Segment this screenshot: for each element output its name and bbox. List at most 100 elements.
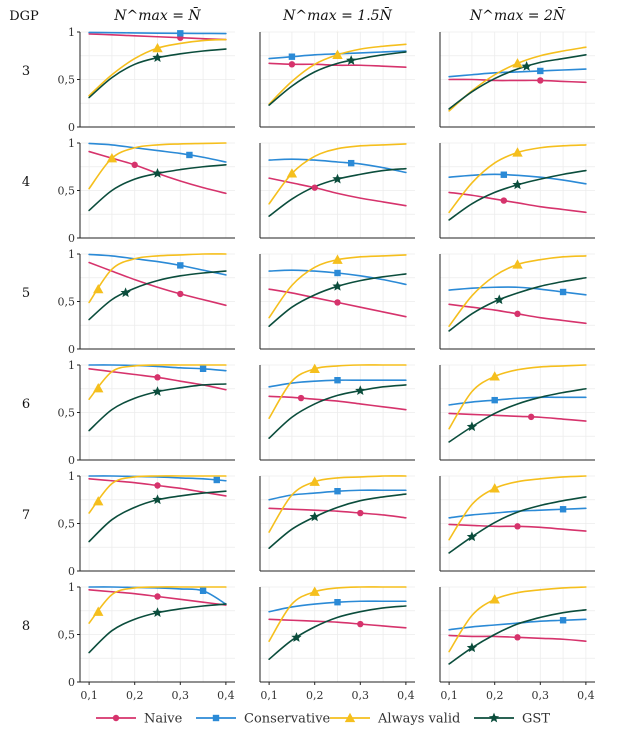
circle-marker: [177, 290, 184, 298]
y-tick-label: 0: [68, 232, 75, 245]
circle-marker: [514, 310, 521, 318]
panel-7-3: [439, 475, 595, 572]
triangle-marker: [93, 496, 104, 506]
x-tick-label: 0,4: [577, 689, 595, 702]
square-marker: [199, 365, 207, 372]
data-point-conservative: [199, 587, 207, 594]
row-label: 6: [22, 397, 30, 412]
series-line-naive: [448, 78, 587, 84]
row-label: 5: [22, 286, 30, 301]
data-point-naive: [288, 61, 296, 68]
panel-5-3: [439, 253, 595, 350]
x-tick-label: 0,4: [397, 689, 415, 702]
row-label: 8: [22, 619, 30, 634]
data-point-conservative: [199, 365, 207, 372]
x-tick-label: 0,3: [532, 689, 550, 702]
data-point-gst: [152, 494, 163, 505]
data-point-always-valid: [152, 42, 163, 53]
x-tick-label: 0,2: [486, 689, 504, 702]
series-line-always-valid: [268, 475, 407, 533]
circle-marker: [154, 374, 161, 381]
y-tick-label: 0: [68, 676, 75, 689]
data-point-gst: [466, 531, 478, 542]
legend-label: GST: [522, 712, 550, 727]
data-point-conservative: [186, 151, 193, 159]
panel-3-3: [439, 31, 595, 128]
triangle-marker: [332, 254, 343, 264]
triangle-marker: [93, 606, 104, 616]
y-tick-label: 0: [68, 121, 75, 134]
star-marker: [332, 173, 343, 184]
data-point-gst: [346, 55, 357, 65]
data-point-gst: [494, 294, 505, 305]
data-point-naive: [177, 290, 184, 298]
legend-label: Conservative: [244, 712, 331, 727]
data-point-naive: [527, 413, 535, 421]
square-marker: [559, 288, 567, 296]
legend-item-naive: Naive: [96, 712, 183, 727]
x-tick-label: 0,3: [352, 689, 370, 702]
triangle-marker: [93, 382, 104, 393]
data-point-naive: [514, 523, 521, 530]
series-line-always-valid: [448, 475, 587, 541]
data-point-conservative: [334, 377, 341, 384]
data-point-gst: [512, 179, 523, 190]
data-point-conservative: [334, 488, 341, 495]
data-point-gst: [521, 60, 532, 71]
star-marker: [309, 511, 320, 522]
triangle-marker: [286, 168, 298, 178]
series-line-naive: [88, 33, 227, 41]
x-tick-label: 0,2: [306, 689, 324, 702]
legend-item-always-valid: Always valid: [330, 712, 460, 727]
panel-6-1: 00,51: [58, 359, 235, 467]
data-point-naive: [357, 509, 364, 517]
y-tick-label: 0,5: [58, 629, 76, 642]
square-marker: [288, 53, 296, 60]
series-line-conservative: [268, 158, 407, 174]
star-marker: [291, 632, 302, 642]
series-line-always-valid: [448, 586, 587, 653]
series-line-conservative: [448, 68, 587, 78]
data-point-naive: [154, 374, 161, 381]
series-line-conservative: [88, 253, 227, 276]
row-label: 3: [22, 64, 30, 79]
star-marker: [332, 280, 343, 291]
data-point-conservative: [500, 171, 508, 178]
triangle-marker: [512, 259, 523, 269]
data-point-always-valid: [93, 382, 104, 393]
triangle-marker: [309, 476, 320, 486]
data-point-conservative: [559, 288, 567, 296]
star-marker: [346, 55, 357, 65]
panel-6-3: [439, 364, 595, 461]
legend-item-gst: GST: [474, 712, 550, 727]
y-tick-label: 0: [68, 343, 75, 356]
star-marker: [152, 386, 163, 396]
data-point-naive: [514, 310, 521, 318]
x-tick-label: 0,3: [172, 689, 190, 702]
x-tick-label: 0,2: [126, 689, 144, 702]
series-line-conservative: [88, 142, 227, 163]
series-line-gst: [268, 605, 407, 660]
circle-marker: [357, 509, 364, 517]
panel-4-3: [439, 142, 595, 239]
square-marker: [491, 396, 498, 404]
data-point-gst: [355, 385, 366, 396]
series-line-naive: [448, 412, 587, 422]
triangle-marker: [309, 586, 320, 596]
panel-7-2: [259, 475, 415, 572]
row-label: 7: [22, 508, 30, 523]
star-marker: [152, 494, 163, 505]
data-point-always-valid: [93, 283, 104, 294]
square-marker: [334, 599, 341, 606]
star-marker: [355, 385, 366, 396]
data-point-gst: [291, 632, 302, 642]
circle-marker: [131, 161, 138, 169]
triangle-marker: [489, 594, 500, 604]
x-tick-label: 0,1: [260, 689, 278, 702]
square-marker: [177, 30, 184, 37]
panel-8-3: 0,1 0,2 0,3 0,4: [439, 586, 595, 702]
triangle-marker: [344, 712, 356, 723]
row-label: 4: [22, 175, 30, 190]
star-marker: [488, 712, 500, 723]
series-line-always-valid: [88, 475, 227, 514]
